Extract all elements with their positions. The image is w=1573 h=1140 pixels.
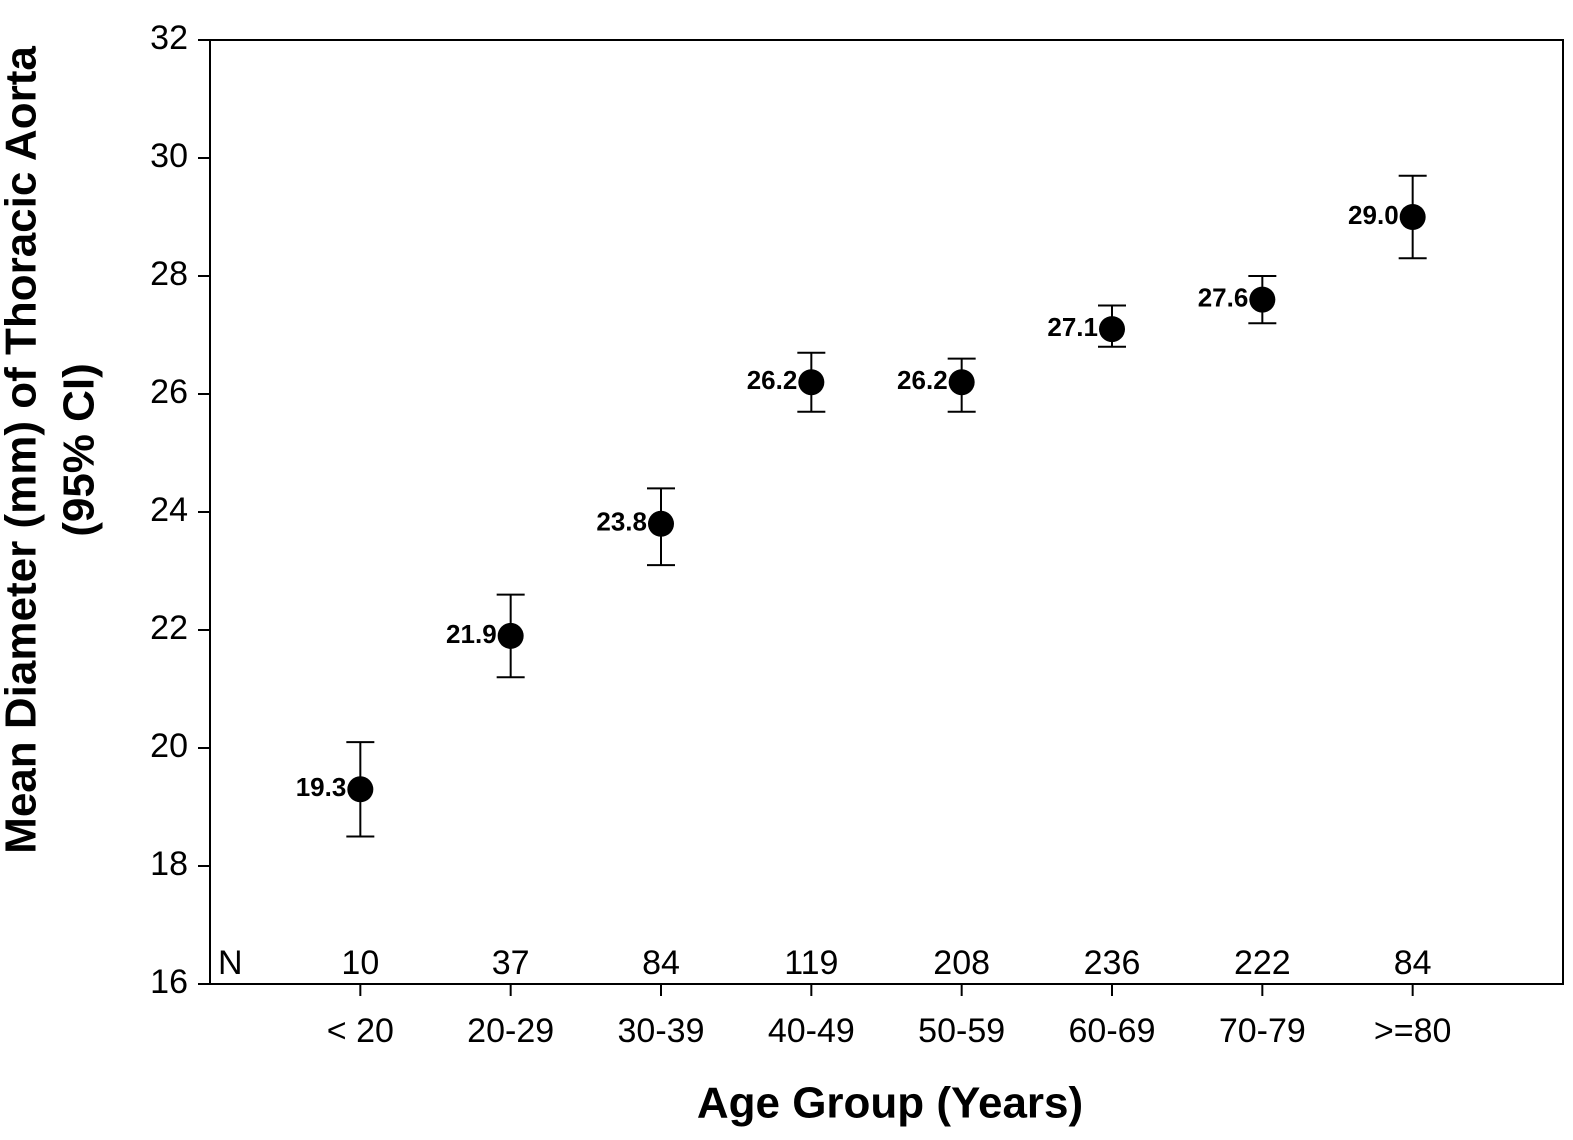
n-label: N bbox=[218, 944, 243, 982]
n-value: 236 bbox=[1084, 944, 1141, 982]
x-tick-label: 20-29 bbox=[467, 1012, 554, 1050]
point bbox=[798, 369, 825, 396]
value-label: 27.6 bbox=[1198, 282, 1249, 312]
point bbox=[1249, 286, 1276, 313]
value-label: 26.2 bbox=[747, 365, 798, 395]
y-axis-title: (95% CI) bbox=[55, 363, 104, 537]
y-tick-label: 28 bbox=[150, 255, 188, 293]
y-tick-label: 22 bbox=[150, 609, 188, 647]
y-tick-label: 30 bbox=[150, 137, 188, 175]
y-tick-label: 24 bbox=[150, 491, 188, 529]
n-value: 37 bbox=[492, 944, 530, 982]
point bbox=[648, 510, 674, 537]
value-label: 23.8 bbox=[596, 507, 647, 537]
y-axis-title: Mean Diameter (mm) of Thoracic Aorta bbox=[0, 46, 46, 854]
n-value: 10 bbox=[341, 944, 379, 982]
y-tick-label: 32 bbox=[150, 19, 188, 57]
n-value: 222 bbox=[1234, 944, 1291, 982]
y-tick-label: 16 bbox=[150, 963, 188, 1001]
n-value: 119 bbox=[784, 944, 838, 982]
x-tick-label: 60-69 bbox=[1069, 1012, 1156, 1050]
value-label: 21.9 bbox=[446, 619, 497, 649]
n-value: 84 bbox=[1394, 944, 1432, 982]
y-tick-label: 18 bbox=[150, 845, 188, 883]
x-tick-label: 40-49 bbox=[768, 1012, 855, 1050]
x-tick-label: >=80 bbox=[1374, 1012, 1452, 1050]
y-tick-label: 26 bbox=[150, 373, 188, 411]
point bbox=[1099, 316, 1125, 343]
n-value: 208 bbox=[933, 944, 990, 982]
x-tick-label: 50-59 bbox=[918, 1012, 1005, 1050]
y-tick-label: 20 bbox=[150, 727, 188, 765]
x-tick-label: < 20 bbox=[327, 1012, 394, 1050]
x-tick-label: 30-39 bbox=[618, 1012, 705, 1050]
point bbox=[497, 622, 524, 649]
value-label: 29.0 bbox=[1348, 200, 1399, 230]
plot-frame bbox=[209, 39, 1564, 985]
value-label: 27.1 bbox=[1047, 312, 1098, 342]
value-label: 26.2 bbox=[897, 365, 948, 395]
value-label: 19.3 bbox=[296, 772, 347, 802]
n-value: 84 bbox=[642, 944, 680, 982]
x-axis-title: Age Group (Years) bbox=[697, 1079, 1083, 1128]
x-tick-label: 70-79 bbox=[1219, 1012, 1306, 1050]
point bbox=[1399, 204, 1426, 230]
point bbox=[948, 369, 975, 396]
point bbox=[347, 776, 374, 803]
